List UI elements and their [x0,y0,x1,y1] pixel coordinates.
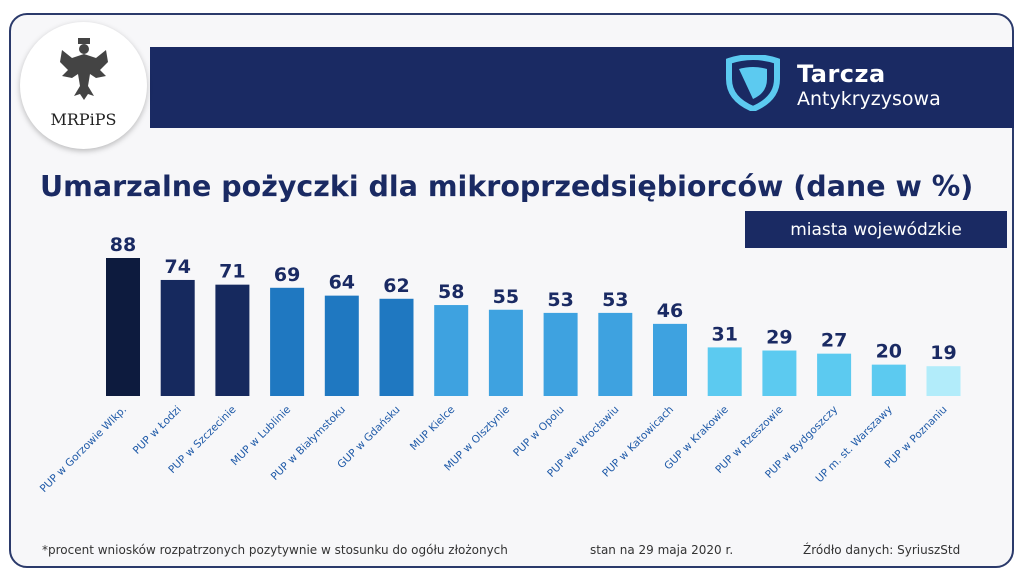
bar-7 [434,305,469,396]
brand-title: Tarcza [797,60,886,88]
bar-1 [106,258,140,396]
eagle-icon [60,38,108,100]
footnote: *procent wniosków rozpatrzonych pozytywn… [42,543,508,557]
ministry-logo: MRPiPS [20,22,147,149]
bar-13 [762,350,797,396]
bar-6 [379,298,414,396]
value-label-6: 62 [383,275,409,297]
value-label-15: 20 [876,341,902,363]
value-label-7: 58 [438,281,464,303]
category-label-2: PUP w Łodzi [131,404,184,457]
value-label-2: 74 [164,256,190,278]
category-label-1: PUP w Gorzowie Wlkp. [38,404,129,495]
value-label-8: 55 [493,286,519,308]
value-label-10: 53 [602,289,628,311]
bar-16 [926,366,961,396]
logo-text: MRPiPS [50,110,117,129]
chart-subtitle: miasta wojewódzkie [745,211,1007,248]
bar-10 [598,312,633,396]
value-label-1: 88 [110,234,136,256]
bar-5 [324,295,359,396]
category-label-9: PUP w Opolu [511,404,567,460]
value-label-11: 46 [657,300,683,322]
chart-title: Umarzalne pożyczki dla mikroprzedsiębior… [40,170,974,203]
bar-15 [871,364,906,396]
bar-4 [270,287,305,396]
bar-9 [543,312,578,396]
category-label-7: MUP Kielce [408,404,457,453]
shield-icon [726,55,780,111]
value-label-3: 71 [219,261,245,283]
header-banner [150,47,1014,128]
date-note: stan na 29 maja 2020 r. [590,543,734,557]
bar-2 [160,279,195,396]
brand-subtitle: Antykryzysowa [797,88,941,110]
value-label-5: 64 [329,272,355,294]
value-label-16: 19 [930,342,956,364]
value-label-14: 27 [821,330,847,352]
source-note: Źródło danych: SyriuszStd [803,543,961,557]
bar-12 [707,347,742,396]
value-label-9: 53 [547,289,573,311]
bar-14 [817,353,852,396]
value-label-4: 69 [274,264,300,286]
value-label-13: 29 [766,327,792,349]
bar-11 [653,323,687,396]
bar-3 [215,284,250,396]
value-label-12: 31 [711,323,737,345]
bar-8 [488,309,523,396]
